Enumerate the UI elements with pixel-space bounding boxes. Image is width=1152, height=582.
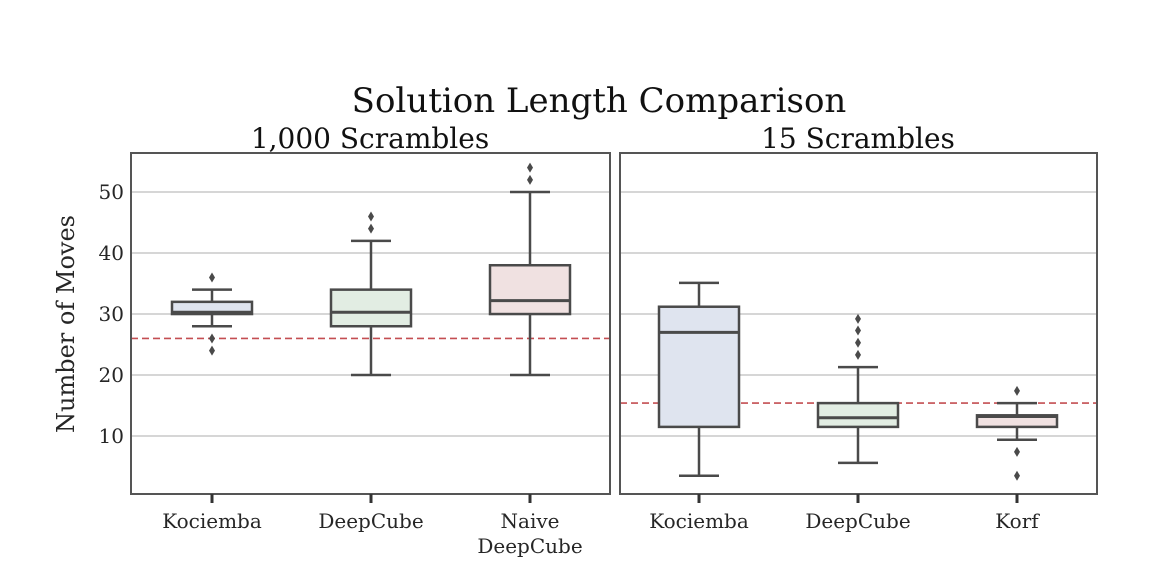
outlier-marker	[209, 272, 215, 283]
outlier-marker	[527, 162, 533, 173]
box-naive-deepcube	[488, 162, 572, 377]
left-x-tick-labels: Kociemba DeepCube Naive DeepCube	[162, 509, 582, 558]
outlier-marker	[368, 223, 374, 234]
y-tick-labels: 50 40 30 20 10	[99, 180, 124, 448]
y-tick-label: 10	[99, 424, 124, 448]
y-tick-label: 40	[99, 241, 124, 265]
right-panel-title: 15 Scrambles	[761, 122, 955, 155]
y-tick-label: 20	[99, 363, 124, 387]
y-tick-label: 50	[99, 180, 124, 204]
right-panel-plot-area	[619, 152, 1098, 503]
right-x-tick-labels: Kociemba DeepCube Korf	[649, 509, 1040, 533]
x-tick-label-deepcube: DeepCube	[805, 509, 910, 533]
box-deepcube	[329, 211, 413, 377]
x-tick-label-korf: Korf	[995, 509, 1040, 533]
iqr-box	[329, 288, 413, 328]
y-tick-label: 30	[99, 302, 124, 326]
outlier-marker	[209, 345, 215, 356]
outlier-marker	[1014, 470, 1020, 481]
y-axis-label: Number of Moves	[52, 215, 80, 433]
outlier-marker	[855, 325, 861, 336]
box-kociemba	[170, 272, 254, 356]
box-kociemba	[657, 281, 741, 477]
outlier-marker	[855, 349, 861, 360]
box-deepcube	[816, 313, 900, 465]
box-korf	[975, 385, 1059, 481]
outlier-marker	[209, 333, 215, 344]
x-tick-label-deepcube: DeepCube	[318, 509, 423, 533]
outlier-marker	[855, 337, 861, 348]
iqr-box	[816, 401, 900, 429]
outlier-marker	[368, 211, 374, 222]
outlier-marker	[527, 174, 533, 185]
x-tick-label-naive: Naive	[501, 509, 560, 533]
outlier-marker	[1014, 446, 1020, 457]
outlier-marker	[1014, 385, 1020, 396]
x-tick-label-kociemba: Kociemba	[162, 509, 262, 533]
left-panel-plot-area	[130, 152, 611, 503]
figure-title: Solution Length Comparison	[352, 81, 847, 121]
iqr-box	[488, 263, 572, 316]
iqr-box	[657, 305, 741, 429]
x-tick-label-naive-deepcube: DeepCube	[477, 534, 582, 558]
left-panel-title: 1,000 Scrambles	[251, 122, 489, 155]
x-tick-label-kociemba: Kociemba	[649, 509, 749, 533]
outlier-marker	[855, 313, 861, 324]
